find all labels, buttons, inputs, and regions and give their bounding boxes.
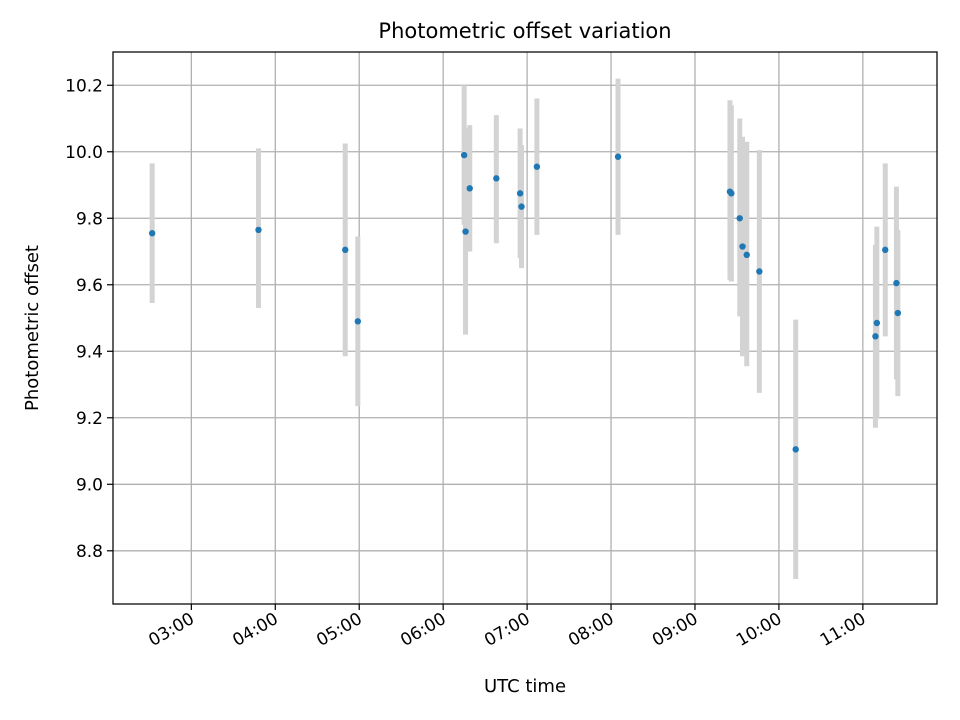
data-point xyxy=(518,203,525,210)
data-point xyxy=(148,230,156,237)
data-point xyxy=(516,190,524,197)
y-axis-label: Photometric offset xyxy=(22,245,43,411)
data-point xyxy=(792,446,799,453)
plot-frame xyxy=(112,51,938,605)
data-point xyxy=(739,243,746,250)
y-axis-ticks: 8.8 9.0 9.2 9.4 9.6 9.8 10.0 10.2 xyxy=(65,76,113,562)
chart-title: Photometric offset variation xyxy=(378,19,671,43)
data-point xyxy=(728,190,735,197)
data-point xyxy=(342,246,349,254)
data-point xyxy=(255,226,262,234)
data-point xyxy=(354,318,362,325)
x-axis-label: UTC time xyxy=(484,676,566,697)
grid-lines xyxy=(113,52,937,604)
y-tick-label: 9.0 xyxy=(76,475,103,495)
data-point xyxy=(614,153,622,160)
data-point xyxy=(462,228,469,235)
y-tick-label: 9.2 xyxy=(76,409,103,429)
data-points xyxy=(148,151,902,453)
y-tick-label: 9.6 xyxy=(76,276,103,296)
data-point xyxy=(533,163,541,170)
data-point xyxy=(882,246,889,254)
y-tick-label: 9.4 xyxy=(76,342,103,362)
y-tick-label: 10.2 xyxy=(65,76,103,96)
data-point xyxy=(736,215,743,222)
y-tick-label: 9.8 xyxy=(76,209,103,229)
data-point xyxy=(460,151,468,159)
data-point xyxy=(893,279,900,287)
data-point xyxy=(493,175,500,182)
data-point xyxy=(743,251,750,259)
y-tick-label: 8.8 xyxy=(76,542,103,562)
data-point xyxy=(756,268,763,275)
data-point xyxy=(872,333,879,340)
y-tick-label: 10.0 xyxy=(65,143,103,163)
data-point xyxy=(894,309,902,317)
data-point xyxy=(873,319,881,327)
data-point xyxy=(466,185,473,192)
